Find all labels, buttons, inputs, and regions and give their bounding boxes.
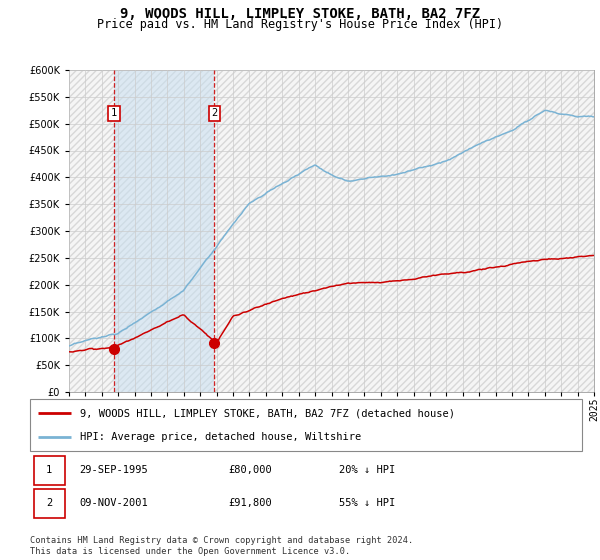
Text: 1: 1 xyxy=(111,109,117,119)
Text: Contains HM Land Registry data © Crown copyright and database right 2024.
This d: Contains HM Land Registry data © Crown c… xyxy=(30,536,413,556)
Text: 55% ↓ HPI: 55% ↓ HPI xyxy=(339,498,395,508)
FancyBboxPatch shape xyxy=(34,456,65,484)
FancyBboxPatch shape xyxy=(30,399,582,451)
Text: 20% ↓ HPI: 20% ↓ HPI xyxy=(339,465,395,475)
Text: HPI: Average price, detached house, Wiltshire: HPI: Average price, detached house, Wilt… xyxy=(80,432,361,442)
Text: 2: 2 xyxy=(211,109,217,119)
Text: £80,000: £80,000 xyxy=(229,465,272,475)
Text: 9, WOODS HILL, LIMPLEY STOKE, BATH, BA2 7FZ: 9, WOODS HILL, LIMPLEY STOKE, BATH, BA2 … xyxy=(120,7,480,21)
Text: 29-SEP-1995: 29-SEP-1995 xyxy=(80,465,148,475)
FancyBboxPatch shape xyxy=(34,489,65,518)
Text: Price paid vs. HM Land Registry's House Price Index (HPI): Price paid vs. HM Land Registry's House … xyxy=(97,18,503,31)
Text: 1: 1 xyxy=(46,465,52,475)
Text: 9, WOODS HILL, LIMPLEY STOKE, BATH, BA2 7FZ (detached house): 9, WOODS HILL, LIMPLEY STOKE, BATH, BA2 … xyxy=(80,408,455,418)
Text: 2: 2 xyxy=(46,498,52,508)
Text: 09-NOV-2001: 09-NOV-2001 xyxy=(80,498,148,508)
Bar xyxy=(114,70,214,392)
Text: £91,800: £91,800 xyxy=(229,498,272,508)
